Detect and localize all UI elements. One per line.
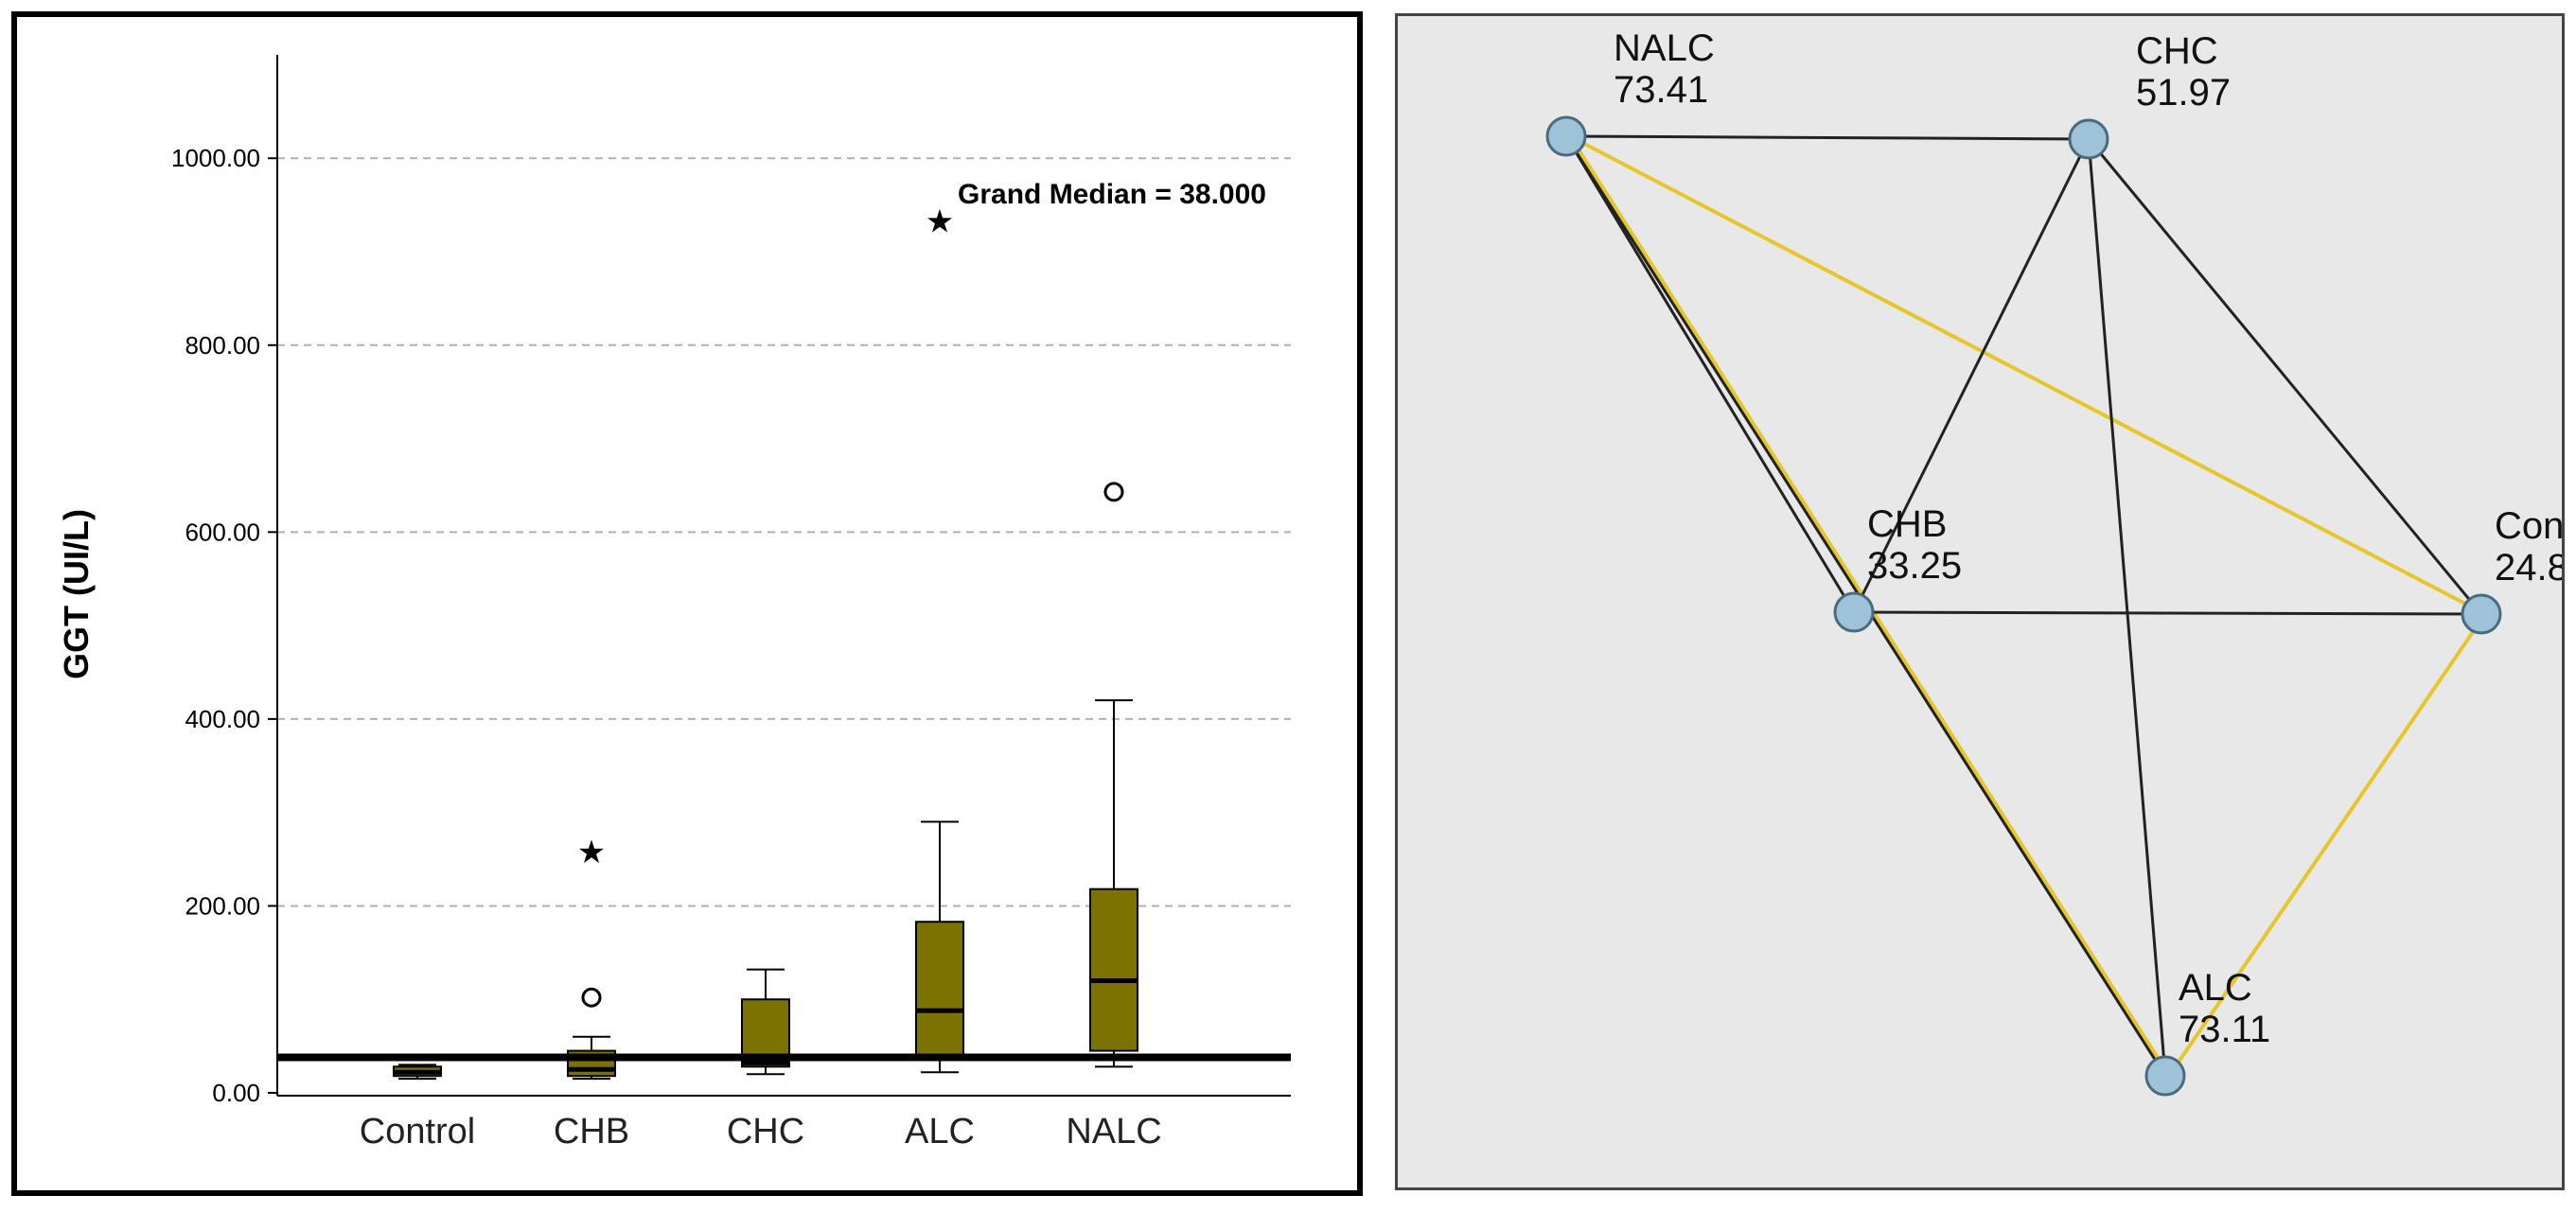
y-tick-label: 400.00 — [185, 705, 260, 733]
y-tick-label: 0.00 — [212, 1079, 260, 1107]
edge-chb-control — [1853, 610, 2482, 616]
edge-chc-alc — [2087, 138, 2167, 1077]
edge-control-alc — [2167, 612, 2487, 1078]
outlier-point — [1103, 482, 1124, 502]
node-value-label: 51.97 — [2136, 72, 2231, 114]
x-tick-label: CHB — [554, 1112, 629, 1151]
box-iqr — [1089, 888, 1138, 1052]
grand-median-label: Grand Median = 38.000 — [958, 179, 1266, 210]
node-value-label: 73.41 — [1614, 69, 1708, 111]
outlier-point — [581, 987, 602, 1008]
y-tick-label: 200.00 — [185, 891, 260, 920]
node-value-label: 73.11 — [2179, 1009, 2270, 1050]
node-circle — [2144, 1055, 2186, 1097]
boxplot-chart: 0.00 200.00 400.00 600.00 800.00 1000.00 GGT (… — [57, 55, 1291, 1151]
x-tick-label: NALC — [1066, 1112, 1161, 1151]
extreme-point: ★ — [577, 835, 606, 870]
edge-nalc-control — [1569, 134, 2486, 616]
box-chb: ★ — [567, 835, 616, 1081]
extreme-point: ★ — [926, 203, 954, 239]
node-name-label: CHC — [2136, 30, 2218, 72]
node-name-label: Control — [2495, 505, 2562, 547]
box-iqr — [915, 921, 964, 1057]
edge-nalc-chb — [1564, 135, 1856, 613]
node-control: Control24.82 — [2461, 505, 2562, 635]
edges — [1564, 134, 2487, 1078]
box-control — [393, 1064, 442, 1081]
edge-chc-control — [2087, 138, 2483, 615]
node-circle — [1545, 115, 1587, 157]
x-tick-label: CHC — [727, 1112, 804, 1151]
y-tick-label: 800.00 — [185, 331, 260, 360]
node-value-label: 33.25 — [1867, 545, 1962, 587]
node-value-label: 24.82 — [2495, 547, 2562, 589]
node-name-label: CHB — [1867, 503, 1947, 545]
y-axis-label: GGT (UI/L) — [57, 509, 96, 679]
x-tick-label: ALC — [905, 1112, 975, 1151]
boxplot-panel: 0.00 200.00 400.00 600.00 800.00 1000.00 GGT (… — [11, 11, 1363, 1196]
x-tick-label: Control — [360, 1112, 476, 1151]
y-tick-label: 600.00 — [185, 518, 260, 546]
box-nalc — [1089, 482, 1138, 1068]
node-name-label: NALC — [1614, 27, 1715, 69]
box-alc: ★ — [915, 203, 964, 1074]
edge-nalc-chc — [1565, 134, 2090, 141]
edge-chc-chb — [1852, 138, 2091, 613]
node-name-label: ALC — [2179, 967, 2252, 1009]
node-circle — [2461, 593, 2502, 635]
node-circle — [2068, 118, 2109, 160]
y-tick-label: 1000.00 — [171, 144, 260, 172]
node-circle — [1833, 591, 1875, 633]
